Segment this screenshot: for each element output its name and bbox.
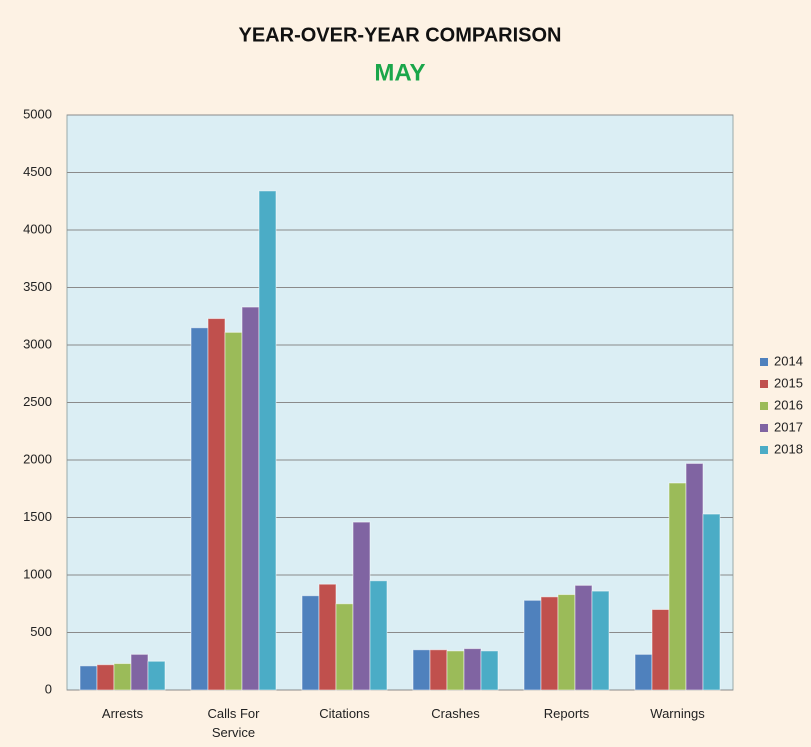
legend-label: 2018 — [774, 441, 803, 456]
x-tick-label: Crashes — [431, 706, 480, 721]
bar — [446, 650, 465, 691]
bar — [651, 609, 670, 691]
y-tick-label: 5000 — [23, 106, 52, 121]
legend-label: 2014 — [774, 353, 803, 368]
legend-swatch — [760, 402, 768, 410]
bar — [480, 650, 499, 691]
chart-title: YEAR-OVER-YEAR COMPARISON — [239, 24, 562, 46]
bar — [224, 331, 243, 691]
bar — [429, 649, 448, 691]
y-tick-label: 4000 — [23, 221, 52, 236]
legend-label: 2017 — [774, 419, 803, 434]
x-tick-label: Calls For Service — [207, 706, 260, 740]
chart-subtitle: MAY — [374, 59, 425, 86]
bar — [241, 306, 260, 691]
bar — [79, 665, 98, 691]
legend-swatch — [760, 424, 768, 432]
bar — [113, 663, 132, 691]
x-tick-label: Warnings — [650, 706, 705, 721]
x-tick-label: Arrests — [101, 706, 144, 721]
bar — [207, 318, 226, 691]
y-tick-label: 4500 — [23, 164, 52, 179]
bar — [634, 653, 653, 691]
legend-swatch — [760, 358, 768, 366]
y-tick-label: 2000 — [23, 451, 52, 466]
y-tick-label: 500 — [30, 624, 52, 639]
bar — [258, 190, 277, 691]
bar — [685, 462, 704, 691]
x-tick-label: Reports — [543, 706, 590, 721]
legend-swatch — [760, 446, 768, 454]
bar — [574, 584, 593, 691]
bar — [591, 590, 610, 691]
bar — [557, 594, 576, 691]
y-tick-label: 3500 — [23, 279, 52, 294]
bar — [668, 482, 687, 691]
y-tick-label: 3000 — [23, 336, 52, 351]
bar — [130, 653, 149, 691]
legend-label: 2015 — [774, 375, 803, 390]
bar — [352, 521, 371, 691]
y-tick-label: 2500 — [23, 394, 52, 409]
legend-label: 2016 — [774, 397, 803, 412]
bar — [190, 327, 209, 691]
y-tick-label: 1500 — [23, 509, 52, 524]
x-tick-label: Citations — [319, 706, 370, 721]
bar — [96, 664, 115, 691]
y-tick-label: 0 — [45, 681, 52, 696]
bar — [318, 583, 337, 691]
bar — [523, 599, 542, 691]
bar — [335, 603, 354, 691]
bar — [702, 513, 721, 691]
y-tick-label: 1000 — [23, 566, 52, 581]
bar — [463, 648, 482, 691]
bar — [147, 660, 166, 691]
legend-swatch — [760, 380, 768, 388]
bar — [540, 596, 559, 691]
bar — [369, 580, 388, 691]
bar — [412, 649, 431, 691]
bar — [301, 595, 320, 691]
